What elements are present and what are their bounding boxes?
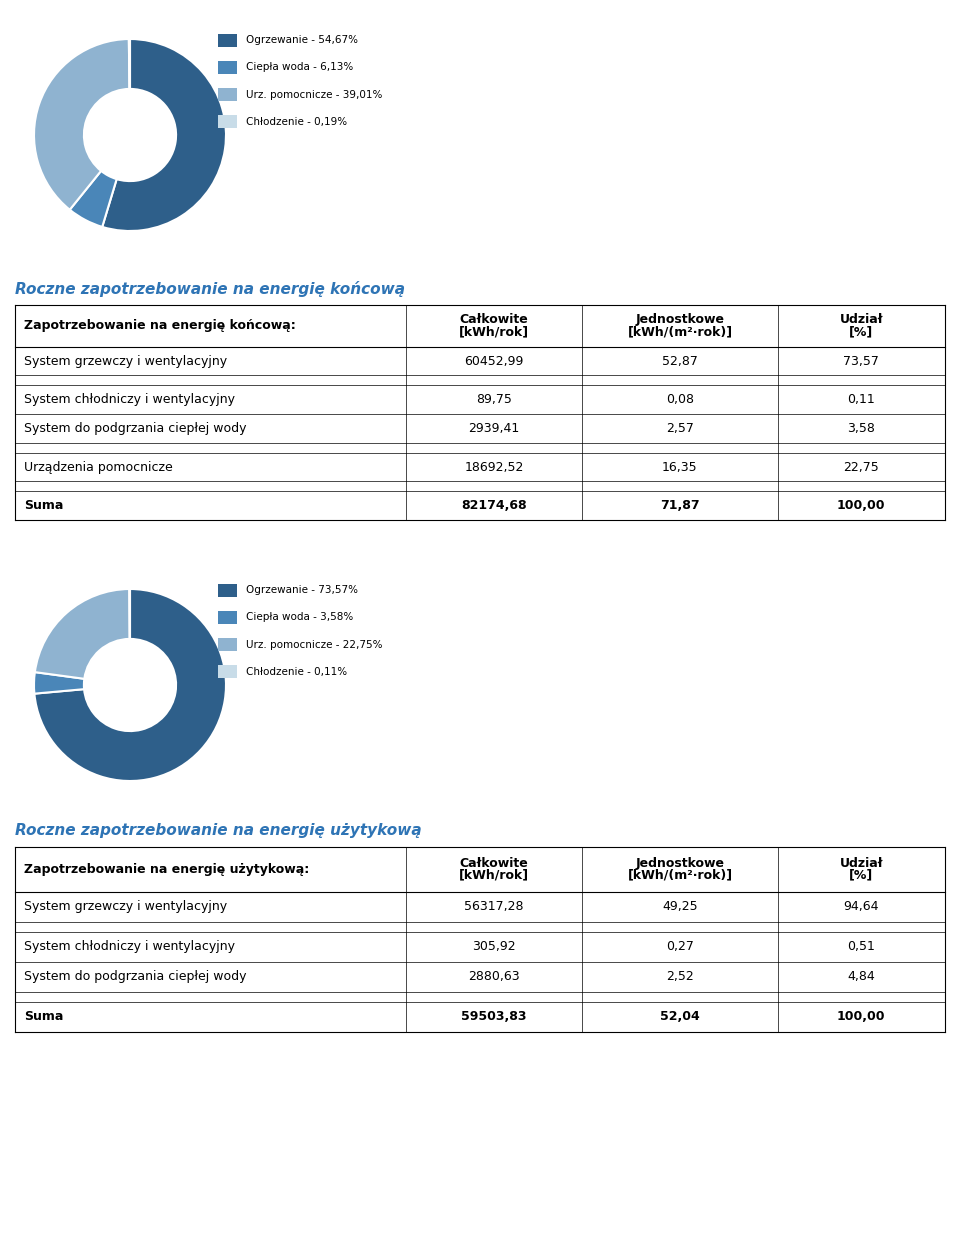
Text: 60452,99: 60452,99 — [465, 354, 523, 368]
Text: 2,52: 2,52 — [666, 970, 694, 983]
Text: 2,57: 2,57 — [666, 422, 694, 435]
Text: Suma: Suma — [24, 1011, 63, 1023]
Bar — [219, 583, 237, 597]
Bar — [219, 34, 237, 47]
Text: 0,08: 0,08 — [666, 393, 694, 406]
Text: 49,25: 49,25 — [662, 900, 698, 914]
Text: Roczne zapotrzebowanie na energię końcową: Roczne zapotrzebowanie na energię końcow… — [15, 281, 405, 297]
Text: 2880,63: 2880,63 — [468, 970, 519, 983]
Bar — [219, 115, 237, 129]
Text: Całkowite: Całkowite — [460, 857, 528, 869]
Text: [kWh/(m²·rok)]: [kWh/(m²·rok)] — [628, 869, 732, 882]
Text: [kWh/rok]: [kWh/rok] — [459, 869, 529, 882]
Text: 3,58: 3,58 — [848, 422, 876, 435]
Bar — [219, 60, 237, 74]
Text: 4,84: 4,84 — [848, 970, 876, 983]
Text: Urządzenia pomocnicze: Urządzenia pomocnicze — [24, 460, 173, 474]
Wedge shape — [129, 39, 130, 89]
Bar — [219, 638, 237, 651]
Bar — [219, 611, 237, 624]
Text: Udział: Udział — [840, 857, 883, 869]
Text: [kWh/rok]: [kWh/rok] — [459, 325, 529, 338]
Text: 71,87: 71,87 — [660, 499, 700, 512]
Text: 82174,68: 82174,68 — [461, 499, 527, 512]
Text: 94,64: 94,64 — [844, 900, 879, 914]
Text: Suma: Suma — [24, 499, 63, 512]
Text: 0,11: 0,11 — [848, 393, 876, 406]
Text: [%]: [%] — [850, 869, 874, 882]
Text: Zapotrzebowanie na energię końcową:: Zapotrzebowanie na energię końcową: — [24, 319, 296, 333]
Text: Ciepła woda - 6,13%: Ciepła woda - 6,13% — [246, 63, 353, 72]
Text: Chłodzenie - 0,19%: Chłodzenie - 0,19% — [246, 117, 347, 127]
Text: Jednostkowe: Jednostkowe — [636, 857, 725, 869]
Text: System grzewczy i wentylacyjny: System grzewczy i wentylacyjny — [24, 900, 228, 914]
Text: 52,04: 52,04 — [660, 1011, 700, 1023]
Text: 18692,52: 18692,52 — [465, 460, 523, 474]
Wedge shape — [35, 588, 226, 781]
Text: 56317,28: 56317,28 — [465, 900, 524, 914]
Text: [kWh/(m²·rok)]: [kWh/(m²·rok)] — [628, 325, 732, 338]
Wedge shape — [34, 672, 84, 694]
Text: [%]: [%] — [850, 325, 874, 338]
Text: Ciepła woda - 3,58%: Ciepła woda - 3,58% — [246, 612, 353, 622]
Text: 0,27: 0,27 — [666, 940, 694, 954]
Wedge shape — [35, 588, 130, 679]
Text: 305,92: 305,92 — [472, 940, 516, 954]
Text: Ogrzewanie - 54,67%: Ogrzewanie - 54,67% — [246, 35, 358, 45]
Text: 52,87: 52,87 — [662, 354, 698, 368]
Text: System chłodniczy i wentylacyjny: System chłodniczy i wentylacyjny — [24, 940, 235, 954]
Text: 89,75: 89,75 — [476, 393, 512, 406]
Text: 100,00: 100,00 — [837, 1011, 885, 1023]
Text: Roczne zapotrzebowanie na energię użytykową: Roczne zapotrzebowanie na energię użytyk… — [15, 824, 421, 838]
Text: Udział: Udział — [840, 314, 883, 326]
Text: 22,75: 22,75 — [844, 460, 879, 474]
Text: 2939,41: 2939,41 — [468, 422, 519, 435]
Text: Urz. pomocnicze - 22,75%: Urz. pomocnicze - 22,75% — [246, 640, 382, 650]
Text: Jednostkowe: Jednostkowe — [636, 314, 725, 326]
Text: System grzewczy i wentylacyjny: System grzewczy i wentylacyjny — [24, 354, 228, 368]
Text: Ogrzewanie - 73,57%: Ogrzewanie - 73,57% — [246, 586, 358, 595]
Text: 73,57: 73,57 — [844, 354, 879, 368]
Wedge shape — [34, 39, 130, 209]
Text: Zapotrzebowanie na energię użytykową:: Zapotrzebowanie na energię użytykową: — [24, 863, 309, 876]
Text: System do podgrzania ciepłej wody: System do podgrzania ciepłej wody — [24, 970, 247, 983]
Bar — [219, 665, 237, 678]
Text: Całkowite: Całkowite — [460, 314, 528, 326]
Text: 16,35: 16,35 — [662, 460, 698, 474]
Text: Chłodzenie - 0,11%: Chłodzenie - 0,11% — [246, 667, 347, 677]
Bar — [219, 88, 237, 101]
Wedge shape — [70, 171, 117, 227]
Text: System chłodniczy i wentylacyjny: System chłodniczy i wentylacyjny — [24, 393, 235, 406]
Text: 59503,83: 59503,83 — [461, 1011, 527, 1023]
Text: 0,51: 0,51 — [848, 940, 876, 954]
Wedge shape — [102, 39, 226, 231]
Text: Urz. pomocnicze - 39,01%: Urz. pomocnicze - 39,01% — [246, 89, 382, 100]
Text: 100,00: 100,00 — [837, 499, 885, 512]
Text: System do podgrzania ciepłej wody: System do podgrzania ciepłej wody — [24, 422, 247, 435]
